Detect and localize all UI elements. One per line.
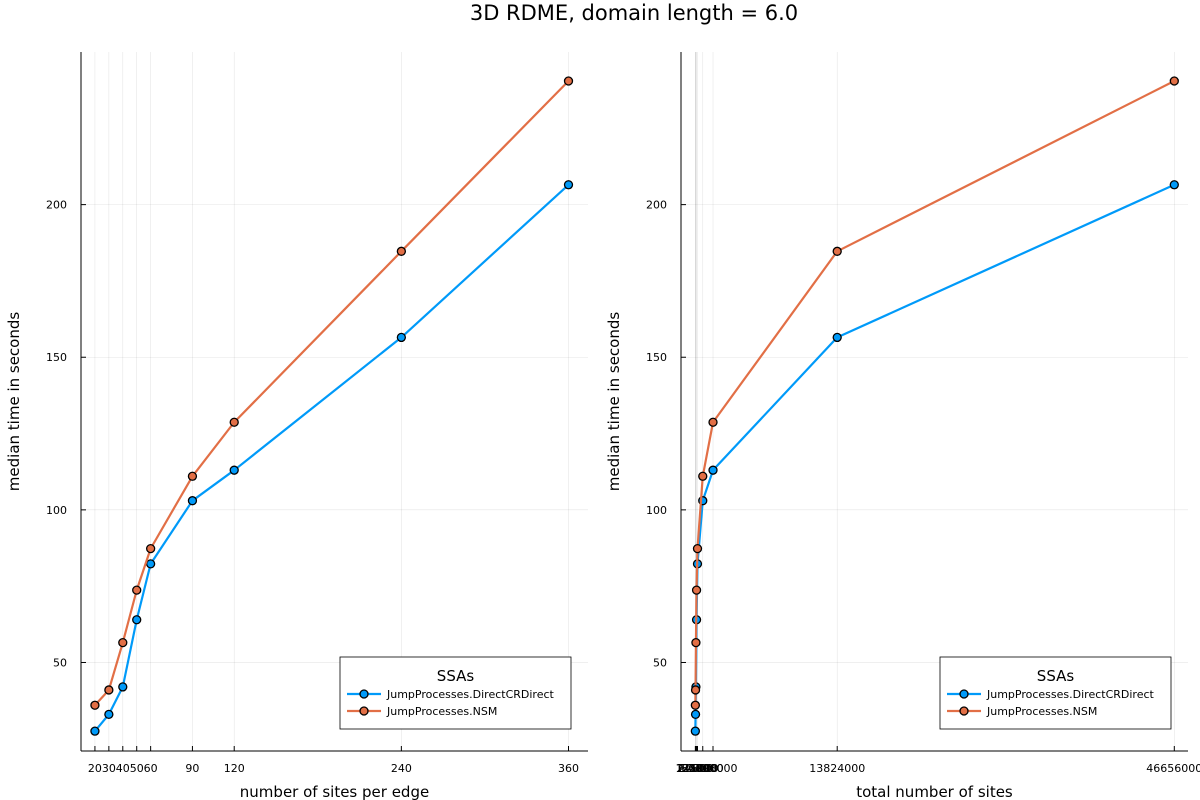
y-tick-label: 150 xyxy=(646,351,667,364)
data-point xyxy=(104,685,114,695)
legend-entry: JumpProcesses.DirectCRDirect xyxy=(347,688,555,701)
data-point xyxy=(708,417,718,427)
data-point xyxy=(229,417,239,427)
legend: SSAs JumpProcesses.DirectCRDirect JumpProc… xyxy=(339,656,572,730)
legend-entry: JumpProcesses.NSM xyxy=(947,705,1097,718)
data-point xyxy=(104,709,114,720)
data-point xyxy=(396,332,407,343)
data-point xyxy=(691,585,702,595)
x-axis-label: number of sites per edge xyxy=(240,783,429,800)
legend-marker xyxy=(959,689,969,699)
data-point xyxy=(229,465,239,475)
series-line xyxy=(694,183,1175,732)
y-tick-label: 100 xyxy=(46,504,67,517)
x-tick-label: 27000 xyxy=(678,762,713,775)
y-tick-label: 150 xyxy=(46,351,67,364)
legend-marker xyxy=(359,706,369,716)
data-point xyxy=(132,585,142,595)
data-point xyxy=(691,637,701,648)
series-line xyxy=(694,80,1175,706)
data-point xyxy=(396,246,407,256)
figure-title: 3D RDME, domain length = 6.0 xyxy=(470,1,798,25)
data-point xyxy=(118,682,128,692)
x-tick-label: 360 xyxy=(558,762,579,775)
data-point xyxy=(187,471,198,481)
data-point xyxy=(563,180,574,190)
y-tick-label: 200 xyxy=(646,199,667,212)
data-point xyxy=(690,709,701,720)
series-2 xyxy=(690,76,1179,710)
legend-label: JumpProcesses.NSM xyxy=(986,705,1097,718)
x-tick-label: 20 xyxy=(88,762,102,775)
legend-title: SSAs xyxy=(1037,667,1075,685)
series-line xyxy=(94,183,570,732)
y-axis-label: median time in seconds xyxy=(5,312,23,492)
y-axis-label: median time in seconds xyxy=(605,312,623,492)
x-tick-label: 729000 xyxy=(682,762,724,775)
x-tick-label: 30 xyxy=(102,762,116,775)
y-tick-label: 50 xyxy=(53,656,67,669)
data-point xyxy=(708,465,718,475)
data-point xyxy=(690,726,701,736)
data-point xyxy=(90,726,100,736)
legend-label: JumpProcesses.DirectCRDirect xyxy=(986,688,1155,701)
y-tick-label: 50 xyxy=(653,656,667,669)
x-tick-label: 60 xyxy=(144,762,158,775)
y-tick-label: 200 xyxy=(46,199,67,212)
legend-label: JumpProcesses.DirectCRDirect xyxy=(386,688,555,701)
legend: SSAs JumpProcesses.DirectCRDirect JumpProc… xyxy=(939,656,1172,730)
legend-marker xyxy=(359,689,369,699)
x-tick-label: 50 xyxy=(130,762,144,775)
x-axis-label: total number of sites xyxy=(856,783,1013,800)
x-tick-label: 1728000 xyxy=(689,762,738,775)
x-tick-label: 90 xyxy=(185,762,199,775)
x-tick-label: 120 xyxy=(224,762,245,775)
x-tick-label: 216000 xyxy=(676,762,718,775)
x-tick-label: 64000 xyxy=(678,762,713,775)
data-point xyxy=(563,76,574,86)
legend-marker xyxy=(959,706,969,716)
data-point xyxy=(1169,180,1179,190)
data-point xyxy=(832,332,842,343)
data-point xyxy=(832,246,842,256)
data-point xyxy=(1169,76,1179,86)
data-point xyxy=(132,615,142,625)
data-point xyxy=(692,543,703,554)
series-1 xyxy=(90,180,574,736)
x-tick-label: 46656000 xyxy=(1146,762,1200,775)
data-point xyxy=(187,496,198,506)
data-point xyxy=(90,700,100,710)
series-1 xyxy=(690,180,1179,736)
gridlines xyxy=(81,52,588,751)
legend-entry: JumpProcesses.NSM xyxy=(347,705,497,718)
legend-label: JumpProcesses.NSM xyxy=(386,705,497,718)
data-point xyxy=(145,559,156,569)
data-point xyxy=(118,637,128,648)
data-point xyxy=(145,543,156,554)
legend-entry: JumpProcesses.DirectCRDirect xyxy=(947,688,1155,701)
data-point xyxy=(698,471,708,481)
gridlines xyxy=(681,52,1188,751)
x-tick-label: 125000 xyxy=(676,762,718,775)
x-tick-label: 40 xyxy=(116,762,130,775)
y-tick-label: 100 xyxy=(646,504,667,517)
data-point xyxy=(690,700,701,710)
legend-title: SSAs xyxy=(437,667,475,685)
series-2 xyxy=(90,76,574,710)
x-tick-label: 8000 xyxy=(681,762,709,775)
data-point xyxy=(690,685,701,695)
x-tick-label: 13824000 xyxy=(809,762,865,775)
x-tick-label: 240 xyxy=(391,762,412,775)
